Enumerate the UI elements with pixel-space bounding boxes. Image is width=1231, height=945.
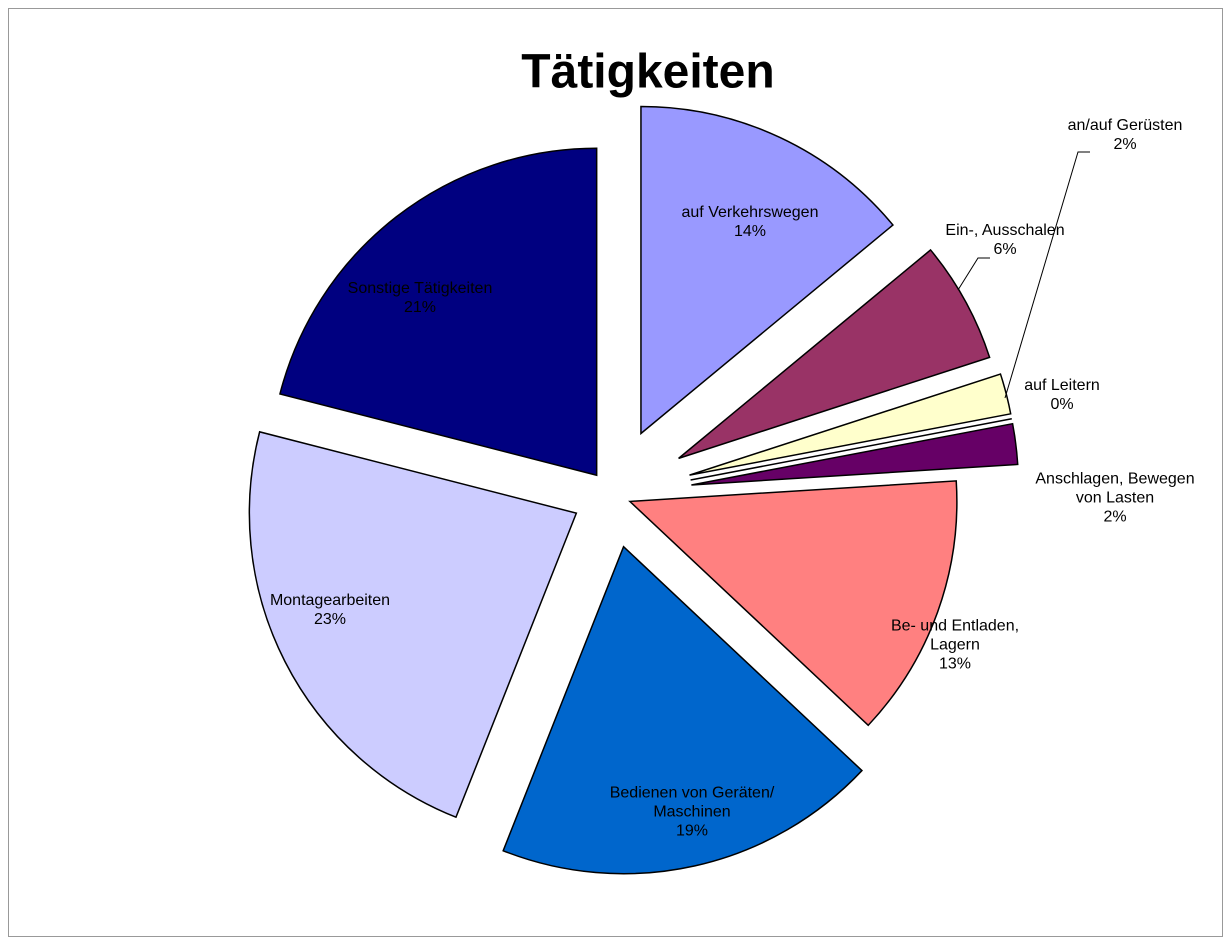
pie-slice — [678, 248, 991, 460]
slice-category: Bedienen von Geräten/ Maschinen — [609, 784, 775, 821]
slice-category: Anschlagen, Bewegen von Lasten — [1035, 470, 1195, 507]
pie-slice — [628, 480, 958, 727]
slice-label: auf Verkehrswegen 14% — [650, 203, 850, 241]
slice-percent: 23% — [313, 611, 347, 628]
leader-line — [1004, 151, 1090, 399]
slice-label: auf Leitern 0% — [962, 376, 1162, 414]
slice-category: an/auf Gerüsten — [1067, 117, 1183, 134]
pie-slice — [640, 105, 894, 436]
slice-label: Anschlagen, Bewegen von Lasten 2% — [1028, 470, 1203, 527]
slice-percent: 21% — [403, 299, 437, 316]
slice-percent: 19% — [675, 822, 709, 840]
slice-label: an/auf Gerüsten 2% — [1025, 116, 1225, 154]
slice-label: Ein-, Ausschalen 6% — [905, 221, 1105, 259]
chart-title: Tätigkeiten — [521, 46, 774, 99]
slice-percent: 2% — [1103, 508, 1127, 526]
chart-border — [8, 8, 1223, 937]
slice-percent: 14% — [733, 223, 767, 240]
slice-category: Be- und Entladen, Lagern — [890, 617, 1020, 654]
slice-category: auf Leitern — [1024, 377, 1100, 394]
leader-line — [957, 257, 990, 291]
pie-slice — [690, 417, 1012, 481]
slice-label: Be- und Entladen, Lagern 13% — [870, 617, 1040, 674]
slice-category: Montagearbeiten — [269, 592, 391, 609]
slice-label: Bedienen von Geräten/ Maschinen 19% — [607, 784, 777, 841]
pie-slice — [248, 430, 578, 819]
slice-category: Sonstige Tätigkeiten — [347, 280, 493, 297]
slice-label: Sonstige Tätigkeiten 21% — [320, 279, 520, 317]
slice-category: Ein-, Ausschalen — [945, 222, 1065, 239]
slice-percent: 6% — [993, 241, 1017, 258]
slice-percent: 13% — [938, 655, 972, 673]
pie-slice — [691, 422, 1019, 486]
slice-label: Montagearbeiten 23% — [230, 591, 430, 629]
slice-percent: 0% — [1050, 396, 1074, 413]
slice-category: auf Verkehrswegen — [681, 204, 819, 221]
pie-slice — [279, 147, 598, 477]
slice-percent: 2% — [1113, 136, 1137, 153]
pie-slice — [502, 545, 863, 875]
